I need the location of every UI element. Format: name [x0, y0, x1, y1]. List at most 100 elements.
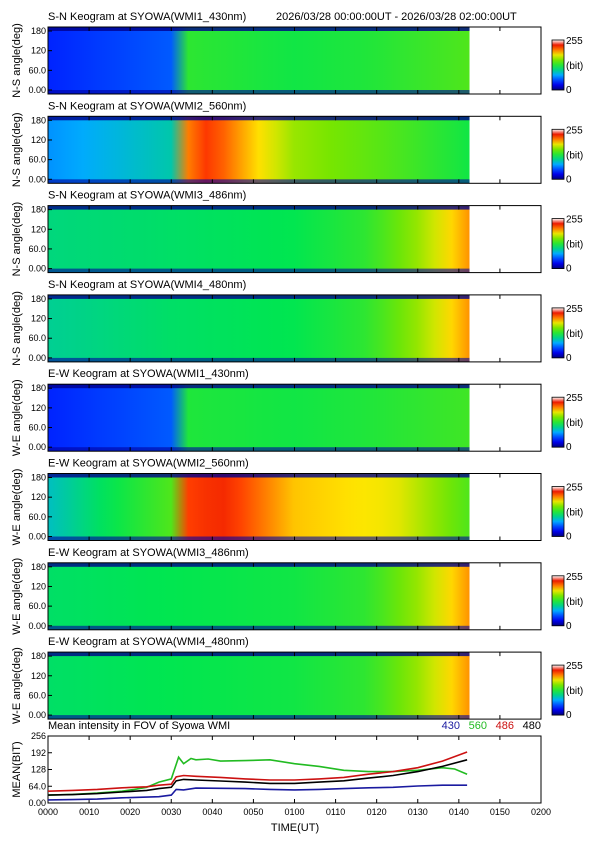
colorbar-max-label: 255	[566, 572, 583, 583]
x-tick-label: 0050	[243, 807, 263, 817]
y-axis-label: W-E angle(deg)	[11, 379, 23, 456]
colorbar-max-label: 255	[566, 304, 583, 315]
keogram-edge-bottom	[48, 268, 470, 273]
x-tick-label: 0010	[79, 807, 99, 817]
keogram-edge-top	[48, 473, 470, 478]
x-tick-label: 0030	[161, 807, 181, 817]
colorbar	[551, 664, 565, 716]
y-axis-label: W-E angle(deg)	[11, 469, 23, 546]
keogram-panel-6: E-W Keogram at SYOWA(WMI2_560nm)180 120 60…	[11, 458, 583, 546]
keogram-image	[48, 384, 470, 452]
colorbar-max-label: 255	[566, 125, 583, 136]
datetime-range: 2026/03/28 00:00:00UT - 2026/03/28 02:00…	[276, 11, 517, 23]
y-tick-label: 120	[31, 224, 46, 234]
y-tick-label: 120	[31, 581, 46, 591]
y-tick-label: 180	[31, 205, 46, 215]
y-tick-label: 180	[31, 473, 46, 483]
colorbar-min-label: 0	[566, 85, 572, 96]
keogram-panels: S-N Keogram at SYOWA(WMI1_430nm) 180 120 60…	[11, 11, 583, 724]
y-tick-label: 120	[31, 492, 46, 502]
keogram-title: S-N Keogram at SYOWA(WMI3_486nm)	[48, 190, 246, 202]
keogram-image	[48, 294, 470, 362]
colorbar	[551, 486, 565, 537]
y-tick-label: 60.0	[28, 244, 46, 254]
colorbar	[551, 575, 565, 627]
keogram-panel-5: E-W Keogram at SYOWA(WMI1_430nm)180 120 60…	[11, 368, 583, 456]
y-tick-label: 0.00	[28, 798, 46, 808]
y-tick-label: 0.00	[28, 442, 46, 452]
y-tick-label: 180	[31, 383, 46, 393]
colorbar	[551, 396, 565, 448]
keogram-edge-top	[48, 205, 470, 210]
colorbar-min-label: 0	[566, 174, 572, 185]
colorbar-max-label: 255	[566, 393, 583, 404]
series-line-486	[47, 751, 468, 792]
x-tick-label: 0040	[202, 807, 222, 817]
colorbar-min-label: 0	[566, 353, 572, 364]
keogram-image	[48, 652, 470, 720]
line-chart-frame	[47, 735, 542, 804]
colorbar-max-label: 255	[566, 36, 583, 47]
keogram-title: S-N Keogram at SYOWA(WMI4_480nm)	[48, 279, 246, 291]
colorbar	[551, 218, 565, 270]
colorbar-min-label: 0	[566, 621, 572, 632]
y-tick-label: 180	[31, 562, 46, 572]
y-tick-label: 60.0	[28, 512, 46, 522]
y-tick-label: 120	[31, 46, 46, 56]
keogram-edge-top	[48, 27, 470, 31]
y-tick-label: 0.00	[28, 532, 46, 542]
keogram-edge-top	[48, 384, 470, 389]
keogram-panel-2: S-N Keogram at SYOWA(WMI2_560nm)180 120 60…	[11, 100, 583, 187]
y-tick-label: 0.00	[28, 353, 46, 363]
colorbar-unit-label: (bit)	[566, 329, 583, 340]
colorbar	[551, 128, 565, 180]
series-line-480	[47, 759, 468, 796]
y-tick-label: 60.0	[28, 690, 46, 700]
keogram-image	[48, 205, 470, 273]
keogram-title: E-W Keogram at SYOWA(WMI2_560nm)	[48, 458, 249, 470]
y-tick-label: 180	[31, 294, 46, 304]
y-tick-label: 128	[31, 765, 46, 775]
colorbar-unit-label: (bit)	[566, 418, 583, 429]
y-tick-label: 0.00	[28, 710, 46, 720]
x-tick-label: 0120	[367, 807, 387, 817]
colorbar	[551, 307, 565, 359]
keogram-image	[48, 116, 470, 184]
y-tick-label: 60.0	[28, 155, 46, 165]
keogram-panel-1: S-N Keogram at SYOWA(WMI1_430nm)180 120 60…	[11, 11, 583, 98]
keogram-edge-bottom	[48, 447, 470, 452]
colorbar-unit-label: (bit)	[566, 150, 583, 161]
y-tick-label: 64.0	[28, 781, 46, 791]
colorbar-min-label: 0	[566, 532, 572, 543]
keogram-image	[48, 562, 470, 630]
colorbar-unit-label: (bit)	[566, 240, 583, 251]
y-axis-label: W-E angle(deg)	[11, 558, 23, 635]
line-chart-title: Mean intensity in FOV of Syowa WMI	[48, 720, 230, 732]
y-tick-label: 180	[31, 115, 46, 125]
colorbar-min-label: 0	[566, 710, 572, 721]
x-tick-label: 0110	[326, 807, 345, 817]
y-tick-label: 120	[31, 314, 46, 324]
y-tick-label: 180	[31, 651, 46, 661]
x-tick-label: 0000	[38, 807, 58, 817]
series-line-430	[47, 784, 468, 801]
keogram-edge-top	[48, 116, 470, 121]
y-tick-label: 60.0	[28, 423, 46, 433]
keogram-edge-bottom	[48, 715, 470, 720]
y-axis-label: W-E angle(deg)	[11, 647, 23, 724]
y-axis-label: N-S angle(deg)	[11, 23, 23, 98]
keogram-title: S-N Keogram at SYOWA(WMI1_430nm)	[48, 11, 246, 23]
y-axis-label: N-S angle(deg)	[11, 202, 23, 277]
legend-430: 430	[442, 720, 460, 732]
keogram-panel-7: E-W Keogram at SYOWA(WMI3_486nm)180 120 60…	[11, 547, 583, 635]
keogram-edge-top	[48, 652, 470, 657]
y-tick-label: 0.00	[28, 264, 46, 274]
legend-486: 486	[496, 720, 514, 732]
y-tick-label: 60.0	[28, 65, 46, 75]
colorbar-unit-label: (bit)	[566, 597, 583, 608]
y-tick-label: 120	[31, 135, 46, 145]
colorbar-max-label: 255	[566, 483, 583, 494]
colorbar-max-label: 255	[566, 661, 583, 672]
colorbar-unit-label: (bit)	[566, 508, 583, 519]
keogram-edge-bottom	[48, 90, 470, 94]
